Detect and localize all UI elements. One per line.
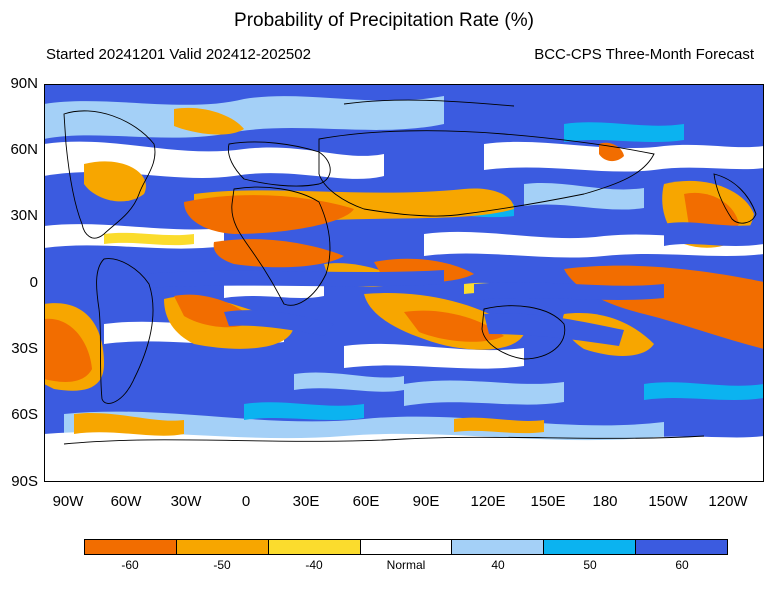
lon-label: 150W bbox=[648, 493, 688, 510]
legend-colorbar bbox=[84, 539, 728, 555]
legend-label: 60 bbox=[675, 558, 689, 572]
map-frame bbox=[44, 84, 764, 482]
lon-label: 150E bbox=[530, 493, 566, 510]
legend-label: 50 bbox=[583, 558, 597, 572]
legend-label: Normal bbox=[386, 558, 426, 572]
map-canvas bbox=[44, 84, 764, 482]
coastlines bbox=[63, 99, 757, 445]
lon-label: 90W bbox=[52, 493, 84, 510]
lat-label: 30N bbox=[10, 207, 38, 224]
lat-label: 60N bbox=[10, 141, 38, 158]
lon-label: 30W bbox=[170, 493, 202, 510]
lat-label: 90N bbox=[10, 75, 38, 92]
forecast-dates: Started 20241201 Valid 202412-202502 bbox=[46, 46, 311, 63]
lon-label: 60E bbox=[352, 493, 380, 510]
anomaly-deep-blue bbox=[144, 222, 764, 346]
lat-label: 30S bbox=[11, 340, 38, 357]
anomaly-normal bbox=[44, 141, 764, 482]
lat-label: 0 bbox=[29, 274, 38, 291]
lon-label: 120E bbox=[470, 493, 506, 510]
legend-swatch bbox=[85, 540, 177, 554]
map-title: Probability of Precipitation Rate (%) bbox=[234, 10, 534, 31]
lon-label: 0 bbox=[241, 493, 251, 510]
legend-swatch bbox=[268, 540, 361, 554]
lon-label: 120W bbox=[708, 493, 748, 510]
precipitation-map bbox=[44, 84, 764, 482]
model-name: BCC-CPS Three-Month Forecast bbox=[534, 46, 754, 63]
legend-swatch bbox=[636, 540, 728, 554]
legend-swatch bbox=[360, 540, 453, 554]
lat-label: 60S bbox=[11, 406, 38, 423]
legend-swatch bbox=[544, 540, 637, 554]
lon-label: 90E bbox=[412, 493, 440, 510]
legend-label: -40 bbox=[305, 558, 323, 572]
legend-label: -60 bbox=[121, 558, 139, 572]
legend-label: 40 bbox=[491, 558, 505, 572]
lon-label: 60W bbox=[110, 493, 142, 510]
legend-swatch bbox=[452, 540, 545, 554]
lat-label: 90S bbox=[11, 473, 38, 490]
lon-label: 30E bbox=[292, 493, 320, 510]
lon-label: 180 bbox=[592, 493, 618, 510]
anomaly-orange bbox=[44, 142, 764, 382]
legend-swatch bbox=[176, 540, 269, 554]
legend-label: -50 bbox=[213, 558, 231, 572]
